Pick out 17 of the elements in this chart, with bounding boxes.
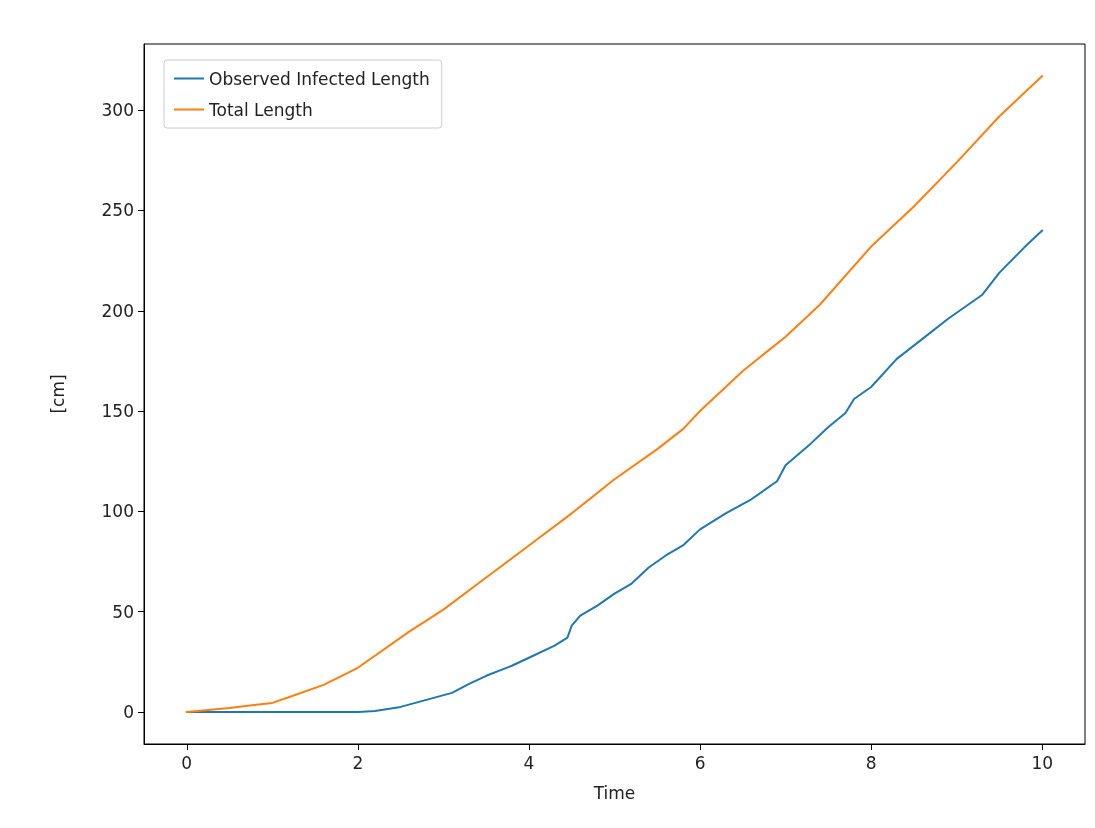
x-tick-label: 2 [352,752,364,773]
y-tick-label: 250 [101,200,134,221]
legend-label: Observed Infected Length [209,68,430,89]
x-tick-label: 8 [865,752,877,773]
legend-label: Total Length [208,99,313,120]
x-tick-label: 4 [523,752,535,773]
x-tick-label: 10 [1031,752,1054,773]
y-tick-label: 150 [101,401,134,422]
y-tick-label: 100 [101,501,134,522]
x-tick-label: 6 [694,752,706,773]
y-tick-label: 0 [123,701,134,722]
y-tick-label: 50 [112,601,134,622]
y-tick-label: 300 [101,100,134,121]
y-axis-title: [cm] [47,374,68,414]
x-axis-title: Time [592,782,636,803]
y-tick-label: 200 [101,300,134,321]
x-tick-label: 0 [181,752,193,773]
